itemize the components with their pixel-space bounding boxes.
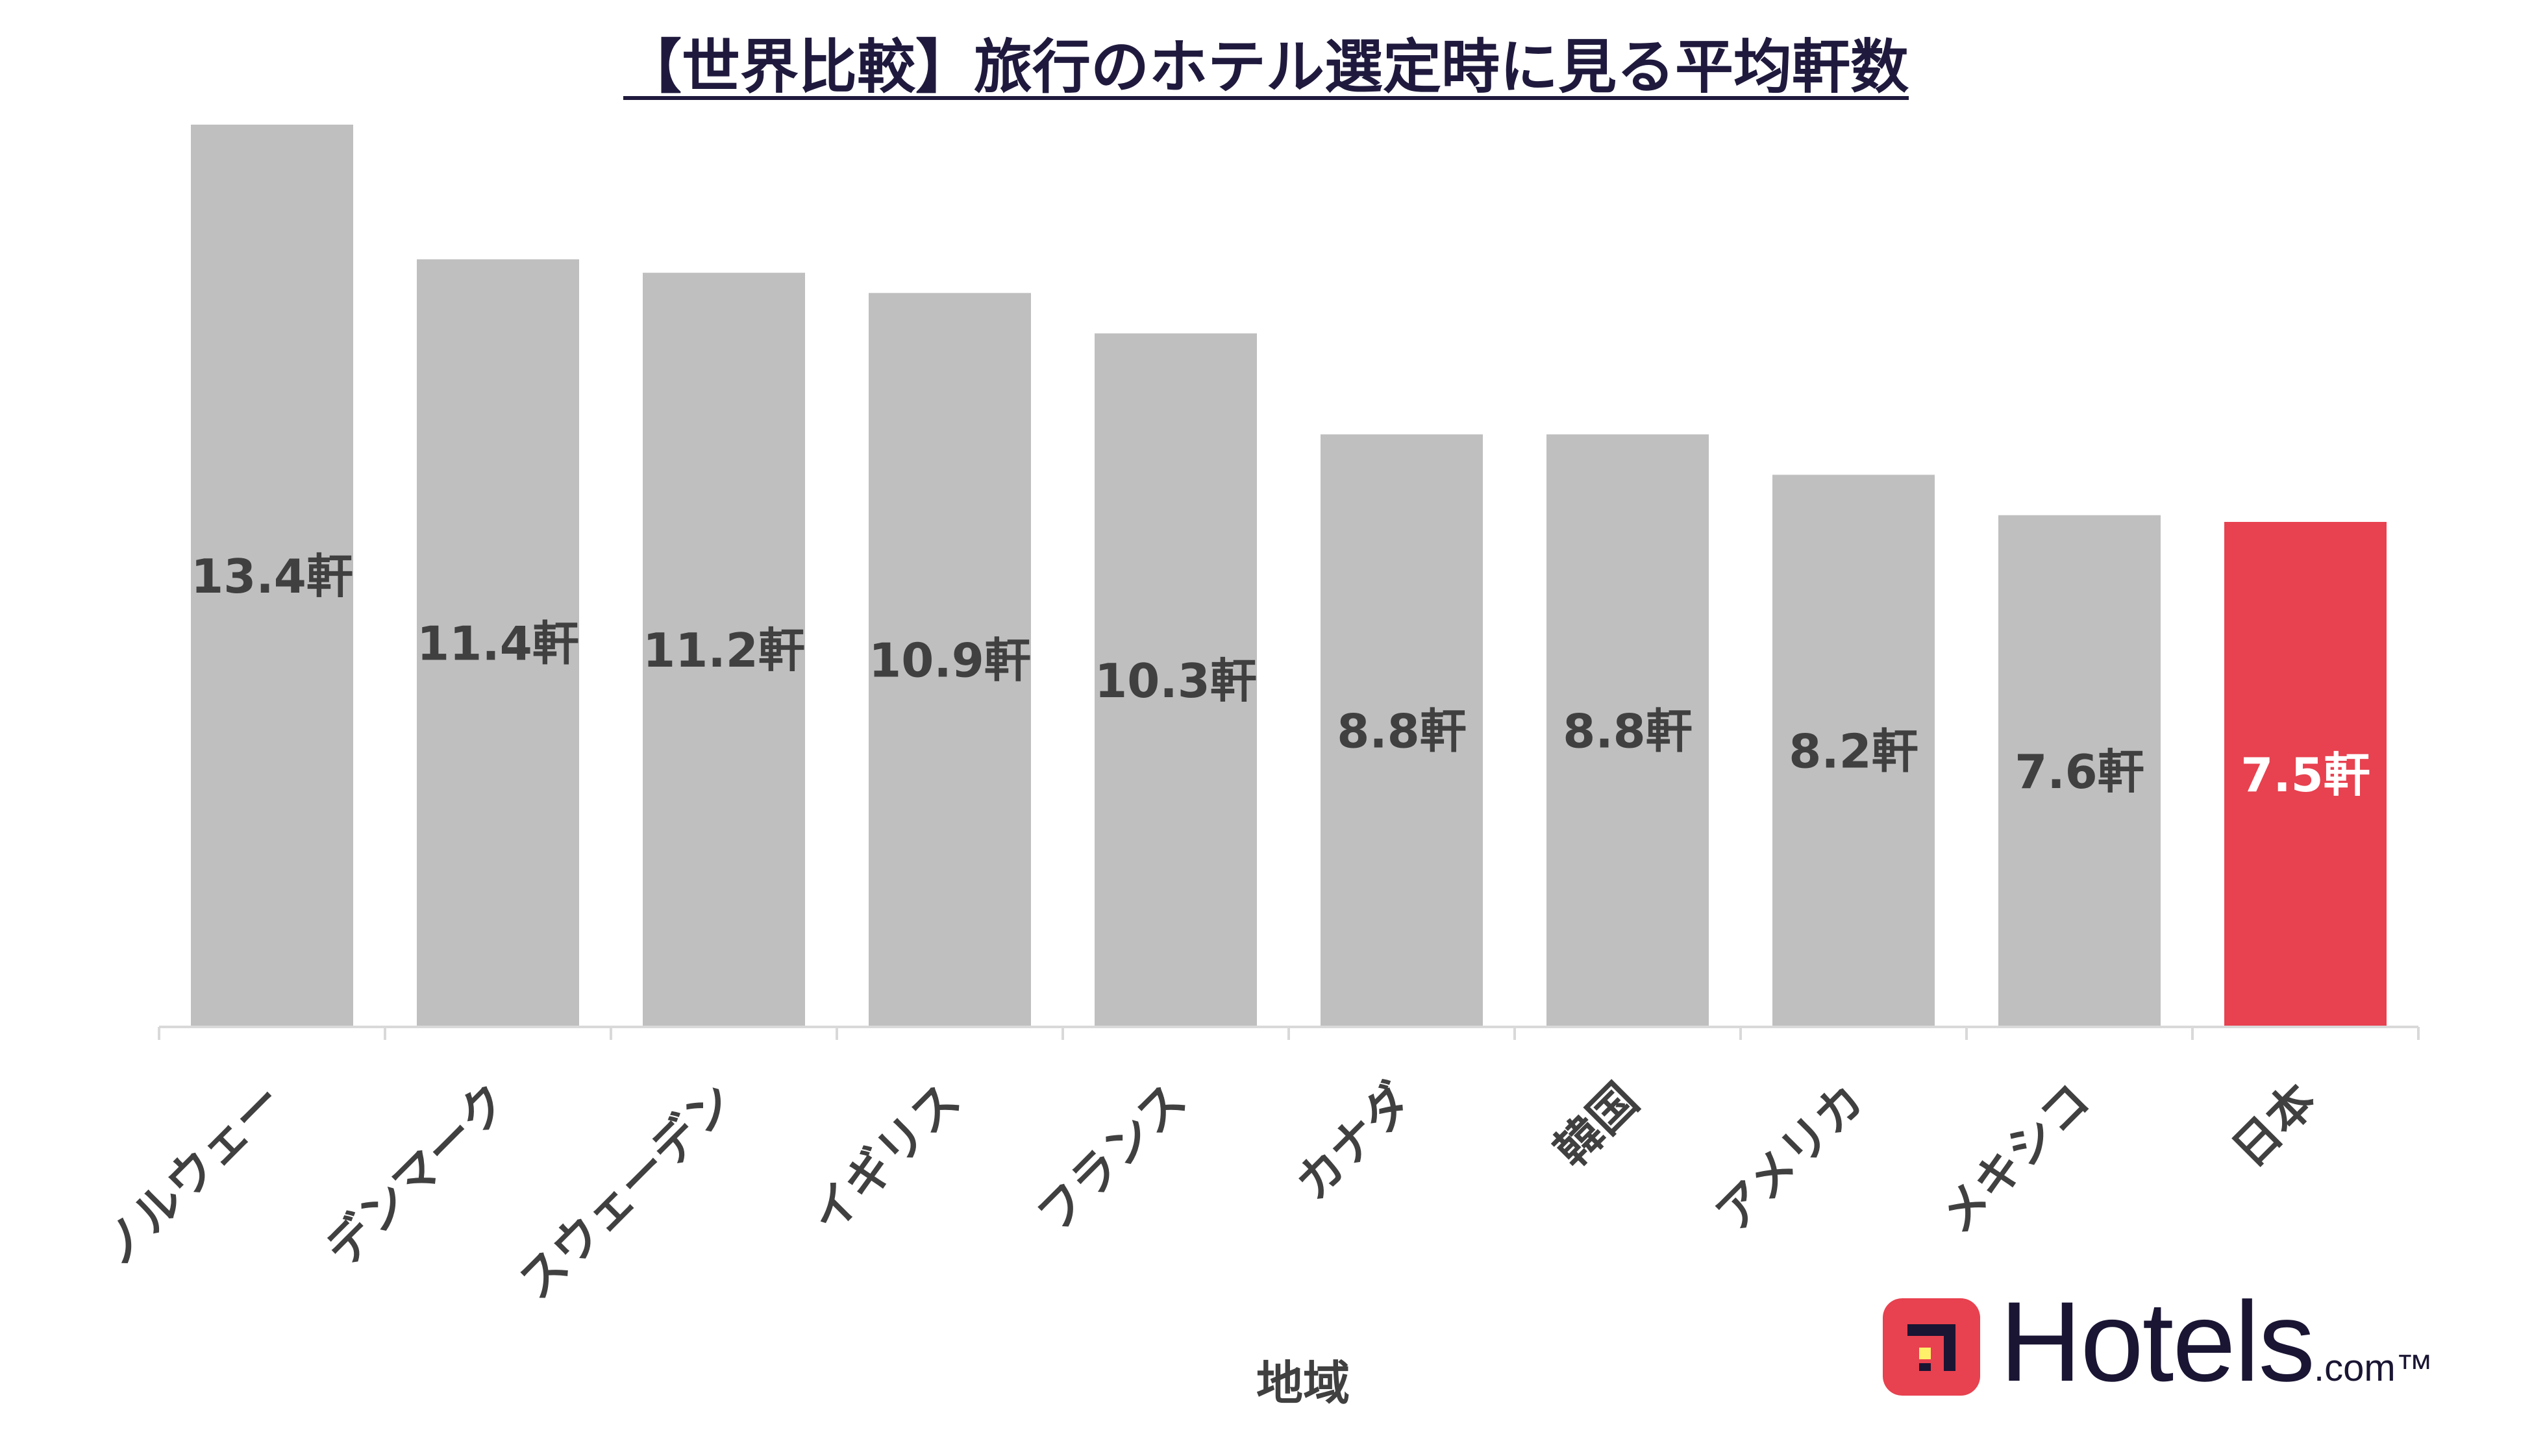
bar-9 [2224,522,2387,1027]
x-axis-title: 地域 [1256,1356,1350,1411]
bar-1 [417,259,579,1028]
data-label-0: 13.4軒 [191,549,353,604]
data-labels-layer: 13.4軒 11.4軒 11.2軒 10.9軒 10.3軒 8.8軒 8.8軒 8.2軒 7.6… [191,549,2370,802]
hotels-wordmark-text: Hotels [2000,1279,2315,1405]
hotels-logo-icon [1883,1298,1980,1396]
x-tick-label-0: ノルウェー [89,1073,293,1277]
bar-3 [869,293,1031,1027]
data-label-6: 8.8軒 [1563,704,1693,759]
x-tick-label-3: イギリス [800,1073,971,1244]
x-tick-label-8: メキシコ [1930,1073,2100,1244]
hotels-wordmark: Hotels.com™ [2000,1285,2433,1399]
data-label-1: 11.4軒 [417,617,579,671]
data-label-3: 10.9軒 [869,634,1031,688]
x-tick-label-6: 韓国 [1544,1073,1648,1178]
bar-6 [1546,434,1709,1027]
x-tick-label-9: 日本 [2222,1073,2326,1178]
data-label-4: 10.3軒 [1095,654,1257,708]
bar-8 [1998,515,2161,1027]
bar-2 [643,273,805,1027]
x-tick-label-5: カナダ [1285,1073,1422,1211]
x-tick-label-4: フランス [1026,1073,1197,1243]
bar-4 [1095,333,1257,1027]
data-label-7: 8.2軒 [1789,724,1918,779]
x-axis [158,1026,2420,1040]
bar-5 [1321,434,1483,1027]
data-label-9: 7.5軒 [2240,748,2370,802]
bar-7 [1772,475,1935,1027]
data-label-2: 11.2軒 [643,623,805,678]
hotels-logo: Hotels.com™ [1883,1285,2441,1409]
x-tick-label-7: アメリカ [1706,1073,1875,1242]
x-tick-label-1: デンマーク [315,1073,519,1277]
bars-layer [191,125,2387,1028]
data-label-5: 8.8軒 [1337,704,1467,759]
hotels-wordmark-suffix: .com™ [2314,1347,2433,1389]
data-label-8: 7.6軒 [2015,745,2144,799]
chart-title: 【世界比較】旅行のホテル選定時に見る平均軒数 [623,33,1909,101]
x-tick-label-2: スウェーデン [508,1073,745,1310]
bar-0 [191,125,353,1027]
